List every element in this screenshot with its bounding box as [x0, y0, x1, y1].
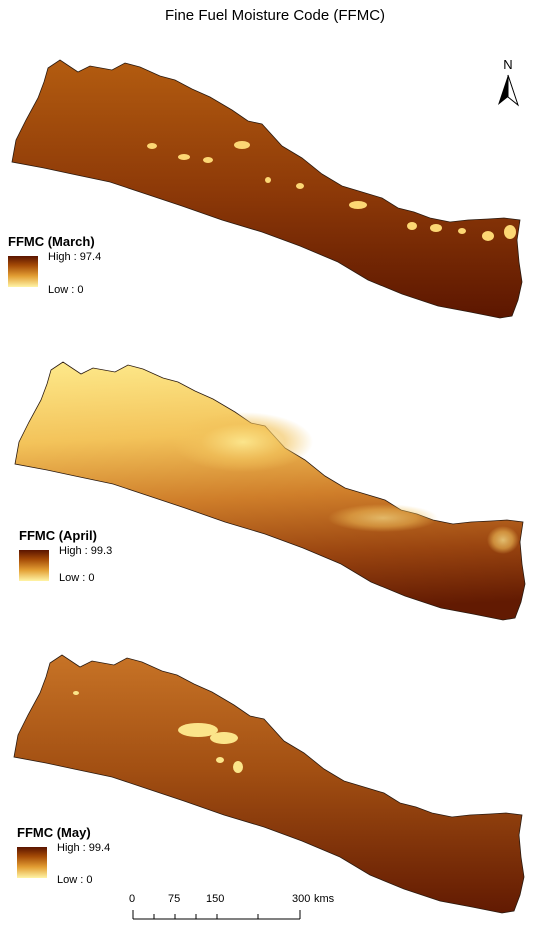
- high-value-patches: [147, 141, 516, 241]
- map-april: [14, 361, 526, 621]
- scale-bar-line: [132, 910, 301, 920]
- legend-title: FFMC (March): [8, 234, 95, 249]
- legend-april: FFMC (April) High : 99.3 Low : 0: [19, 528, 112, 584]
- north-arrow: N: [494, 55, 522, 111]
- scale-tick-label: 300: [292, 893, 311, 905]
- color-ramp: [19, 550, 49, 581]
- legend-low: Low : 0: [57, 874, 93, 886]
- map-march: [11, 59, 523, 319]
- north-arrow-icon: N: [498, 57, 520, 107]
- legend-may: FFMC (May) High : 99.4 Low : 0: [17, 825, 110, 886]
- scale-tick-label: 75: [168, 893, 181, 905]
- legend-low: Low : 0: [48, 284, 84, 296]
- legend-low: Low : 0: [59, 572, 95, 584]
- scale-unit: kms: [314, 893, 335, 905]
- north-label: N: [503, 57, 512, 72]
- legend-high: High : 99.4: [57, 842, 111, 854]
- high-value-patches: [73, 691, 243, 773]
- scale-tick-label: 0: [129, 893, 136, 905]
- scale-tick-label: 150: [206, 893, 225, 905]
- scale-bar: 0 75 150 300 kms: [120, 893, 350, 928]
- map-may: [13, 654, 525, 914]
- color-ramp: [8, 256, 38, 287]
- legend-title: FFMC (April): [19, 528, 97, 543]
- legend-high: High : 99.3: [59, 545, 113, 557]
- legend-march: FFMC (March) High : 97.4 Low : 0: [8, 234, 101, 296]
- color-ramp: [17, 847, 47, 878]
- legend-title: FFMC (May): [17, 825, 91, 840]
- legend-high: High : 97.4: [48, 251, 102, 263]
- map-title: Fine Fuel Moisture Code (FFMC): [164, 7, 386, 24]
